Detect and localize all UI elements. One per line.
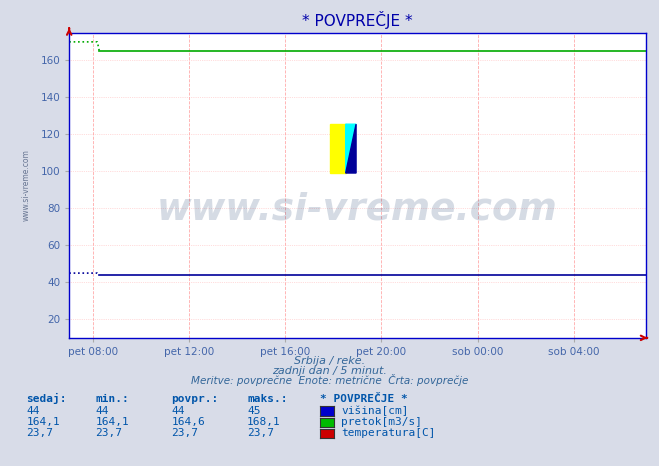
Text: 23,7: 23,7 — [247, 428, 274, 438]
Text: 164,6: 164,6 — [171, 417, 205, 427]
Text: temperatura[C]: temperatura[C] — [341, 428, 436, 438]
Text: 44: 44 — [171, 406, 185, 416]
Text: 44: 44 — [26, 406, 40, 416]
Text: www.si-vreme.com: www.si-vreme.com — [22, 149, 30, 221]
Text: pretok[m3/s]: pretok[m3/s] — [341, 417, 422, 427]
Text: sedaj:: sedaj: — [26, 393, 67, 404]
Text: * POVPREČJE *: * POVPREČJE * — [320, 394, 407, 404]
Text: 23,7: 23,7 — [96, 428, 123, 438]
Text: 164,1: 164,1 — [96, 417, 129, 427]
Text: Srbija / reke.: Srbija / reke. — [294, 356, 365, 366]
Text: zadnji dan / 5 minut.: zadnji dan / 5 minut. — [272, 366, 387, 376]
Text: www.si-vreme.com: www.si-vreme.com — [157, 192, 558, 228]
Text: maks.:: maks.: — [247, 394, 287, 404]
Text: 23,7: 23,7 — [171, 428, 198, 438]
Text: min.:: min.: — [96, 394, 129, 404]
Polygon shape — [346, 124, 356, 173]
Text: 23,7: 23,7 — [26, 428, 53, 438]
Title: * POVPREČJE *: * POVPREČJE * — [302, 11, 413, 29]
Text: povpr.:: povpr.: — [171, 394, 219, 404]
Text: 45: 45 — [247, 406, 260, 416]
Text: 168,1: 168,1 — [247, 417, 281, 427]
Polygon shape — [346, 124, 356, 173]
Text: 164,1: 164,1 — [26, 417, 60, 427]
Polygon shape — [330, 124, 346, 173]
Text: Meritve: povprečne  Enote: metrične  Črta: povprečje: Meritve: povprečne Enote: metrične Črta:… — [191, 375, 468, 386]
Text: višina[cm]: višina[cm] — [341, 405, 409, 416]
Text: 44: 44 — [96, 406, 109, 416]
